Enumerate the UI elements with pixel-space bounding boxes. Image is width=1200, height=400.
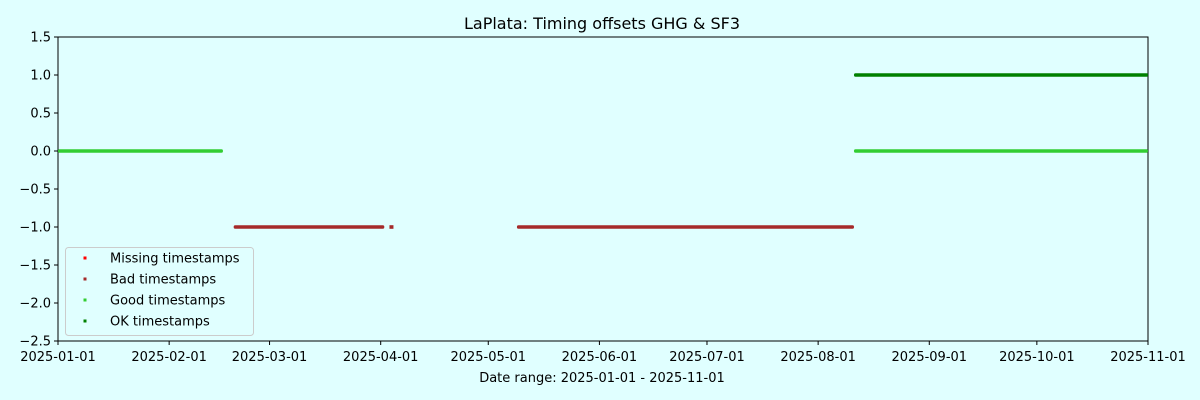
legend-marker <box>83 256 87 260</box>
series-bad-timestamps <box>233 225 854 229</box>
legend-marker <box>83 298 87 302</box>
legend-label: Good timestamps <box>110 294 225 309</box>
legend-label: OK timestamps <box>110 315 210 330</box>
legend-label: Bad timestamps <box>110 273 216 288</box>
x-tick-label: 2025-02-01 <box>131 350 207 365</box>
x-tick-label: 2025-05-01 <box>450 350 526 365</box>
data-run <box>233 225 385 229</box>
legend-marker <box>83 277 87 281</box>
y-tick-label: −2.5 <box>19 335 51 350</box>
y-tick-label: −1.5 <box>19 259 51 274</box>
x-tick-label: 2025-10-01 <box>999 350 1075 365</box>
data-point <box>389 225 394 229</box>
data-run <box>853 73 1148 77</box>
legend-marker <box>83 319 87 323</box>
y-tick-label: 1.5 <box>30 31 51 46</box>
x-tick-label: 2025-09-01 <box>892 350 968 365</box>
legend: Missing timestamps Bad timestamps Good tim… <box>65 247 254 336</box>
legend-box <box>65 247 254 336</box>
legend-label: Missing timestamps <box>110 252 240 267</box>
y-axis: 1.5 1.0 0.5 0.0 −0.5 −1.0 −1.5 −2.0 −2.5 <box>19 31 58 350</box>
x-tick-label: 2025-03-01 <box>232 350 308 365</box>
chart-title: LaPlata: Timing offsets GHG & SF3 <box>464 14 740 33</box>
y-tick-label: 1.0 <box>30 69 51 84</box>
series-good-timestamps <box>58 149 1148 153</box>
y-tick-label: −0.5 <box>19 183 51 198</box>
y-tick-label: 0.0 <box>30 145 51 160</box>
x-tick-label: 2025-01-01 <box>20 350 96 365</box>
x-tick-label: 2025-11-01 <box>1110 350 1186 365</box>
x-tick-label: 2025-04-01 <box>343 350 419 365</box>
series-ok-timestamps <box>853 73 1148 77</box>
data-run <box>58 149 223 153</box>
x-tick-label: 2025-08-01 <box>780 350 856 365</box>
x-tick-label: 2025-06-01 <box>562 350 638 365</box>
x-axis-label: Date range: 2025-01-01 - 2025-11-01 <box>479 371 725 386</box>
data-run <box>516 225 854 229</box>
x-axis: 2025-01-01 2025-02-01 2025-03-01 2025-04-01… <box>20 341 1186 365</box>
y-tick-label: 0.5 <box>30 107 51 122</box>
y-tick-label: −1.0 <box>19 221 51 236</box>
data-run <box>853 149 1148 153</box>
y-tick-label: −2.0 <box>19 297 51 312</box>
x-tick-label: 2025-07-01 <box>669 350 745 365</box>
data-marks <box>58 73 1148 229</box>
